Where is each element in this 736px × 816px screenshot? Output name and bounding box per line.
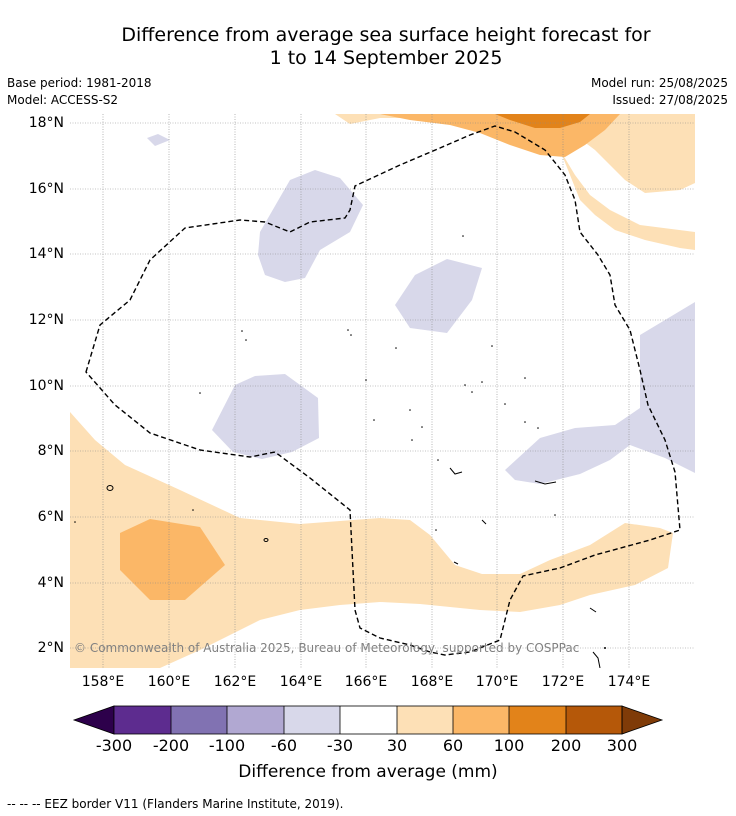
anomaly-north-60-100 <box>380 114 620 157</box>
colorbar-bin <box>566 706 622 734</box>
colorbar-label: -30 <box>326 736 354 755</box>
lat-tick: 4°N <box>37 575 64 591</box>
anomaly-neg-d <box>212 374 319 459</box>
colorbar-bin <box>509 706 566 734</box>
issued-date: Issued: 27/08/2025 <box>612 93 728 107</box>
anomaly-north-30-60 <box>335 114 695 193</box>
islands <box>106 467 601 668</box>
map-copyright: © Commonwealth of Australia 2025, Bureau… <box>74 641 580 655</box>
colorbar-title: Difference from average (mm) <box>238 762 498 782</box>
colorbar-label: 200 <box>550 736 582 755</box>
eez-footnote: -- -- -- EEZ border V11 (Flanders Marine… <box>7 797 344 811</box>
lon-tick: 174°E <box>607 674 651 690</box>
colorbar-bin <box>227 706 284 734</box>
colorbar-label: -300 <box>95 736 133 755</box>
colorbar-label: -100 <box>208 736 246 755</box>
anomaly-neg-c <box>395 259 482 333</box>
anomaly-neg-a <box>147 134 170 146</box>
colorbar-label: -60 <box>270 736 298 755</box>
lat-tick: 12°N <box>28 312 64 328</box>
lon-tick: 158°E <box>81 674 125 690</box>
lon-tick: 170°E <box>475 674 519 690</box>
colorbar-label: -200 <box>152 736 190 755</box>
anomaly-north-edge <box>560 150 695 250</box>
colorbar-bin <box>284 706 340 734</box>
gridlines <box>70 114 695 668</box>
model-run: Model run: 25/08/2025 <box>590 76 728 90</box>
anomaly-north-100-200 <box>495 114 590 128</box>
colorbar-label: 300 <box>606 736 638 755</box>
colorbar-bin <box>453 706 509 734</box>
lat-tick: 14°N <box>28 246 64 262</box>
colorbar-extend-high <box>621 705 664 735</box>
lon-tick: 168°E <box>410 674 454 690</box>
base-period: Base period: 1981-2018 <box>7 76 152 90</box>
lat-tick: 6°N <box>37 509 64 525</box>
colorbar-bin <box>340 706 397 734</box>
colorbar-label: 100 <box>493 736 525 755</box>
lat-tick: 16°N <box>28 181 64 197</box>
colorbar-bin <box>114 706 171 734</box>
lon-tick: 164°E <box>279 674 323 690</box>
lat-tick: 2°N <box>37 640 64 656</box>
chart-title-line1: Difference from average sea surface heig… <box>121 24 651 46</box>
lat-tick: 18°N <box>28 115 64 131</box>
anomaly-south-60-100 <box>120 519 225 600</box>
model-name: Model: ACCESS-S2 <box>7 93 119 107</box>
lat-tick: 10°N <box>28 378 64 394</box>
chart-title-line2: 1 to 14 September 2025 <box>269 47 503 69</box>
colorbar-extend-low <box>72 705 115 735</box>
anomaly-neg-e <box>505 302 695 484</box>
colorbar-label: 60 <box>442 736 464 755</box>
lon-tick: 172°E <box>541 674 585 690</box>
islets <box>74 235 606 649</box>
eez-border <box>85 125 681 656</box>
lon-tick: 160°E <box>147 674 191 690</box>
lon-tick: 162°E <box>213 674 257 690</box>
colorbar-bin <box>171 706 227 734</box>
lat-tick: 8°N <box>37 443 64 459</box>
anomaly-south-30-60 <box>70 412 673 668</box>
colorbar-bin <box>397 706 453 734</box>
lon-tick: 166°E <box>344 674 388 690</box>
colorbar <box>72 705 664 735</box>
anomaly-neg-b <box>258 170 363 282</box>
colorbar-label: 30 <box>386 736 408 755</box>
